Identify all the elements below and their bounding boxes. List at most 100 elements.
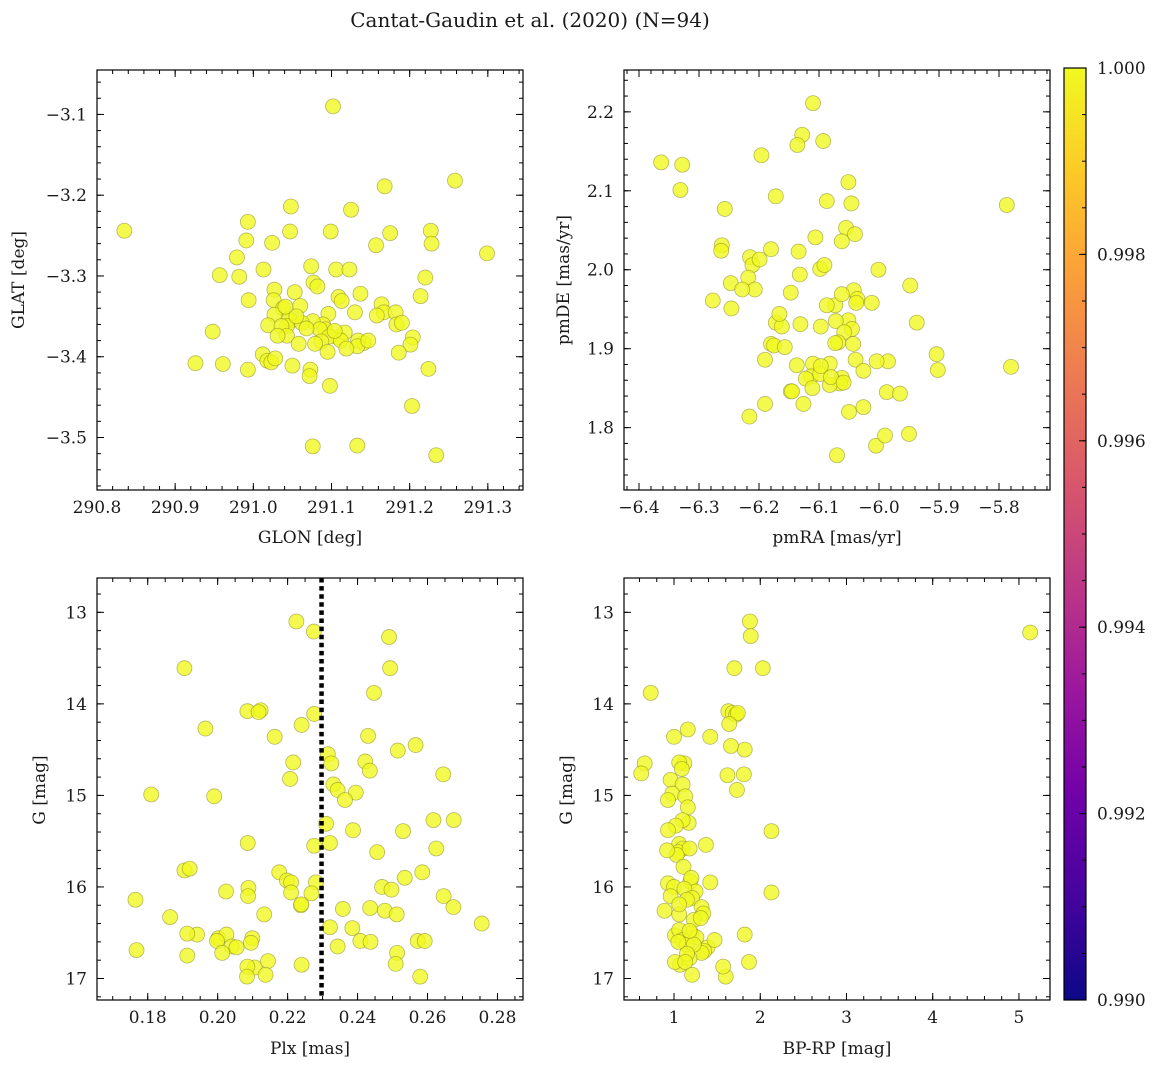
plx-g-y-tick-label: 15 xyxy=(65,786,87,806)
pmra-pmde-point xyxy=(902,277,919,294)
plx-g-point xyxy=(322,919,338,936)
glon-glat-point xyxy=(382,225,399,242)
plx-g-point xyxy=(250,704,267,721)
plx-g-x-tick-label: 0.24 xyxy=(339,1008,377,1028)
bprp-g-point xyxy=(679,721,696,738)
glon-glat-point xyxy=(404,398,420,414)
pmra-pmde-point xyxy=(788,357,805,374)
plx-g-markers xyxy=(127,613,490,985)
pmra-pmde-point xyxy=(812,358,829,374)
plx-g-point xyxy=(366,684,382,701)
bprp-g-x-tick-label: 5 xyxy=(1014,1008,1025,1028)
panel-pmra-pmde: −6.4 −6.3 −6.2 −6.1 −6.0 −5.9 −5.8 1.8 1.9 2.0 2.1… xyxy=(554,69,1051,548)
colorbar-tick-label: 0.994 xyxy=(1097,618,1146,638)
pmra-pmde-point xyxy=(653,154,670,171)
pmra-pmde-ylabel: pmDE [mas/yr] xyxy=(554,215,574,345)
pmra-pmde-point xyxy=(847,226,863,243)
plx-g-point xyxy=(347,784,364,801)
bprp-g-point xyxy=(670,933,687,950)
bprp-g-x-tick-label: 2 xyxy=(755,1008,766,1028)
glon-glat-y-tick-label: −3.2 xyxy=(46,186,87,206)
plx-g-point xyxy=(407,737,424,753)
colorbar-tick-label: 0.990 xyxy=(1097,991,1146,1011)
pmra-pmde-point xyxy=(704,292,721,309)
plx-g-point xyxy=(388,906,405,923)
plx-g-axis-ticks: 0.18 0.20 0.22 0.24 0.26 0.28 13 14 15 16 17 xyxy=(65,578,523,1028)
bprp-g-point xyxy=(763,884,780,901)
glon-glat-point xyxy=(352,285,369,302)
glon-glat-point xyxy=(277,298,294,315)
plx-g-point xyxy=(435,766,452,783)
plx-g-point xyxy=(362,933,379,950)
pmra-pmde-point xyxy=(751,251,768,268)
glon-glat-y-tick-label: −3.5 xyxy=(46,429,87,449)
glon-glat-point xyxy=(322,377,338,394)
pmra-pmde-point xyxy=(901,426,917,442)
glon-glat-point xyxy=(214,356,231,372)
glon-glat-point xyxy=(420,360,437,377)
plx-g-point xyxy=(381,629,397,645)
glon-glat-point xyxy=(301,368,318,385)
panel-bprp-g: 1 2 3 4 5 13 14 15 16 17 BP-RP [mag] G [mag] xyxy=(557,577,1051,1059)
pmra-pmde-markers xyxy=(653,95,1019,464)
plx-g-point xyxy=(337,792,353,808)
plx-g-point xyxy=(362,900,379,916)
plx-g-point xyxy=(218,883,234,900)
glon-glat-axes-frame xyxy=(96,69,524,491)
bprp-g-point xyxy=(660,822,676,839)
plx-g-point xyxy=(323,755,340,772)
plx-g-point xyxy=(473,915,490,932)
plx-g-axes-frame xyxy=(96,577,524,1001)
pmra-pmde-point xyxy=(928,346,945,363)
bprp-g-x-tick-label: 4 xyxy=(927,1008,938,1028)
colorbar-tick-label: 1.000 xyxy=(1097,59,1146,79)
glon-glat-y-tick-label: −3.3 xyxy=(46,267,87,287)
glon-glat-point xyxy=(322,223,339,240)
plx-g-point xyxy=(242,934,259,951)
pmra-pmde-y-tick-label: 2.2 xyxy=(587,103,614,123)
pmra-pmde-x-tick-label: −6.1 xyxy=(798,498,839,518)
plx-g-point xyxy=(389,742,406,759)
pmra-pmde-point xyxy=(741,408,758,425)
glon-glat-point xyxy=(349,437,366,454)
bprp-g-x-tick-label: 3 xyxy=(841,1008,852,1028)
glon-glat-x-tick-label: 291.2 xyxy=(385,498,434,518)
plx-g-point xyxy=(428,840,445,857)
pmra-pmde-point xyxy=(841,403,857,420)
pmra-pmde-axis-ticks: −6.4 −6.3 −6.2 −6.1 −6.0 −5.9 −5.8 1.8 1.9 2.0 2.1… xyxy=(587,70,1050,518)
plx-g-point xyxy=(143,786,160,803)
bprp-g-axes-frame xyxy=(623,577,1051,1001)
colorbar-tick-label: 0.998 xyxy=(1097,245,1146,265)
bprp-g-point xyxy=(742,613,758,630)
glon-glat-y-tick-label: −3.1 xyxy=(46,105,87,125)
bprp-g-point xyxy=(754,660,771,677)
plx-g-point xyxy=(266,728,283,745)
plx-g-point xyxy=(206,788,223,805)
bprp-g-y-tick-label: 14 xyxy=(592,695,614,715)
plx-g-point xyxy=(395,823,411,840)
pmra-pmde-point xyxy=(767,188,784,205)
plx-g-point xyxy=(412,968,429,985)
glon-glat-point xyxy=(304,438,321,455)
plx-g-point xyxy=(344,920,361,937)
glon-glat-point xyxy=(338,340,355,357)
bprp-g-point xyxy=(1022,624,1039,641)
plx-g-xlabel: Plx [mas] xyxy=(270,1039,350,1059)
glon-glat-point xyxy=(343,201,359,218)
plx-g-point xyxy=(181,860,198,877)
pmra-pmde-point xyxy=(815,133,832,149)
bprp-g-y-tick-label: 15 xyxy=(592,786,614,806)
pmra-pmde-point xyxy=(716,201,733,217)
pmra-pmde-point xyxy=(845,336,862,352)
glon-glat-point xyxy=(255,261,272,278)
plx-g-point xyxy=(329,938,346,955)
bprp-g-point xyxy=(698,836,714,853)
glon-glat-point xyxy=(447,172,463,189)
pmra-pmde-point xyxy=(1003,358,1019,375)
bprp-g-point xyxy=(659,842,676,859)
plx-g-point xyxy=(361,762,378,779)
pmra-pmde-point xyxy=(840,174,857,191)
colorbar: 0.990 0.992 0.994 0.996 0.998 1.000 xyxy=(1063,59,1146,1011)
bprp-g-point xyxy=(736,741,753,758)
bprp-g-point xyxy=(656,902,673,919)
